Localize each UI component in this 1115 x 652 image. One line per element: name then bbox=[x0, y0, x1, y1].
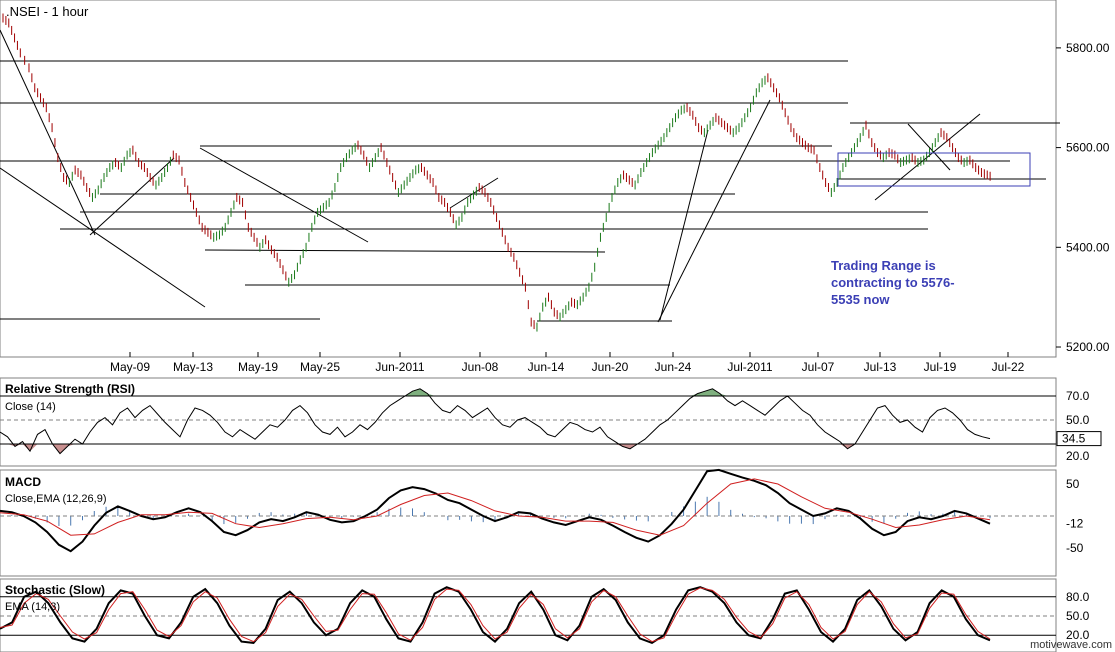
trend-lines bbox=[0, 29, 1060, 323]
annotation-line: contracting to 5576- bbox=[831, 275, 955, 290]
stoch-reference-lines bbox=[0, 596, 1056, 636]
rsi-pane bbox=[0, 377, 1057, 467]
rsi-subtitle: Close (14) bbox=[5, 401, 56, 413]
time-tick-label: Jul-2011 bbox=[727, 360, 772, 374]
trend-line bbox=[89, 157, 175, 236]
time-tick-label: May-19 bbox=[238, 360, 278, 374]
trend-line bbox=[907, 123, 951, 171]
rsi-overbought-fill bbox=[697, 391, 705, 396]
rsi-line bbox=[0, 388, 991, 455]
annotation-line: 5535 now bbox=[831, 292, 890, 307]
rsi-title: Relative Strength (RSI) bbox=[5, 382, 135, 396]
watermark: motivewave.com bbox=[1030, 639, 1112, 651]
rsi-current-badge bbox=[1056, 431, 1102, 447]
time-tick-label: Jun-14 bbox=[528, 360, 565, 374]
trend-line bbox=[0, 29, 96, 236]
trend-line bbox=[659, 129, 709, 321]
stoch-d-line bbox=[0, 587, 991, 643]
rsi-overbought-fill bbox=[712, 388, 720, 396]
rsi-tick-label: 70.0 bbox=[1066, 389, 1090, 403]
rsi-overbought-fill bbox=[705, 388, 713, 396]
rsi-oversold-fill bbox=[622, 444, 630, 449]
stoch-axis: 80.0 50.0 20.0 bbox=[1066, 590, 1090, 642]
time-tick-label: Jun-2011 bbox=[375, 360, 424, 374]
price-tick-label: 5600.00 bbox=[1066, 141, 1110, 155]
rsi-oversold-fill bbox=[615, 444, 623, 447]
macd-tick-label: -50 bbox=[1066, 541, 1084, 555]
trend-line bbox=[199, 147, 369, 243]
time-tick-label: May-09 bbox=[110, 360, 150, 374]
price-tick-label: 5400.00 bbox=[1066, 240, 1110, 254]
trend-line bbox=[657, 99, 771, 323]
macd-tick-label: -12 bbox=[1066, 517, 1084, 531]
stoch-tick-label: 50.0 bbox=[1066, 609, 1090, 623]
rsi-overbought-fill bbox=[420, 388, 428, 396]
trend-line bbox=[449, 177, 499, 209]
time-tick-label: Jul-13 bbox=[864, 360, 897, 374]
rsi-overbought-fill bbox=[412, 388, 420, 396]
annotation-line: Trading Range is bbox=[831, 258, 936, 273]
stoch-tick-label: 80.0 bbox=[1066, 590, 1090, 604]
rsi-overbought-fill bbox=[690, 393, 698, 396]
stoch-tick-label: 20.0 bbox=[1066, 628, 1090, 642]
price-axis: 5800.00 5600.00 5400.00 5200.00 bbox=[1056, 41, 1110, 354]
time-tick-label: Jun-08 bbox=[462, 360, 499, 374]
stoch-subtitle: EMA (14,3) bbox=[5, 601, 60, 613]
time-axis: May-09 May-13 May-19 May-25 Jun-2011 Jun-08 Ju… bbox=[110, 352, 1025, 374]
macd-histogram bbox=[0, 496, 991, 526]
price-bars bbox=[2, 13, 991, 332]
macd-signal-line bbox=[0, 478, 991, 536]
time-tick-label: Jun-24 bbox=[655, 360, 692, 374]
stoch-k-line bbox=[0, 586, 991, 645]
rsi-oversold-fill bbox=[22, 444, 30, 452]
time-tick-label: May-13 bbox=[173, 360, 213, 374]
macd-tick-label: 50 bbox=[1066, 477, 1080, 491]
trend-line bbox=[0, 167, 206, 308]
time-tick-label: Jun-20 bbox=[592, 360, 629, 374]
rsi-oversold-fill bbox=[15, 444, 23, 447]
stoch-title: Stochastic (Slow) bbox=[5, 583, 105, 597]
time-tick-label: May-25 bbox=[300, 360, 340, 374]
macd-title: MACD bbox=[5, 475, 41, 489]
rsi-axis: 70.0 50.0 20.0 34.5 bbox=[1056, 389, 1102, 463]
macd-subtitle: Close,EMA (12,26,9) bbox=[5, 493, 107, 505]
time-tick-label: Jul-22 bbox=[992, 360, 1025, 374]
macd-pane bbox=[0, 469, 1057, 577]
macd-axis: 50 -12 -50 bbox=[1066, 477, 1084, 555]
time-tick-label: Jul-19 bbox=[924, 360, 957, 374]
annotation-text: Trading Range is contracting to 5576- 5535… bbox=[831, 258, 955, 307]
rsi-tick-label: 20.0 bbox=[1066, 449, 1090, 463]
trading-range-box[interactable] bbox=[837, 152, 1031, 187]
price-tick-label: 5200.00 bbox=[1066, 340, 1110, 354]
price-tick-label: 5800.00 bbox=[1066, 41, 1110, 55]
rsi-current-label: 34.5 bbox=[1062, 432, 1086, 446]
macd-line bbox=[0, 468, 991, 553]
chart-title: .NSEI - 1 hour bbox=[6, 4, 89, 19]
rsi-tick-label: 50.0 bbox=[1066, 413, 1090, 427]
time-tick-label: Jul-07 bbox=[802, 360, 835, 374]
